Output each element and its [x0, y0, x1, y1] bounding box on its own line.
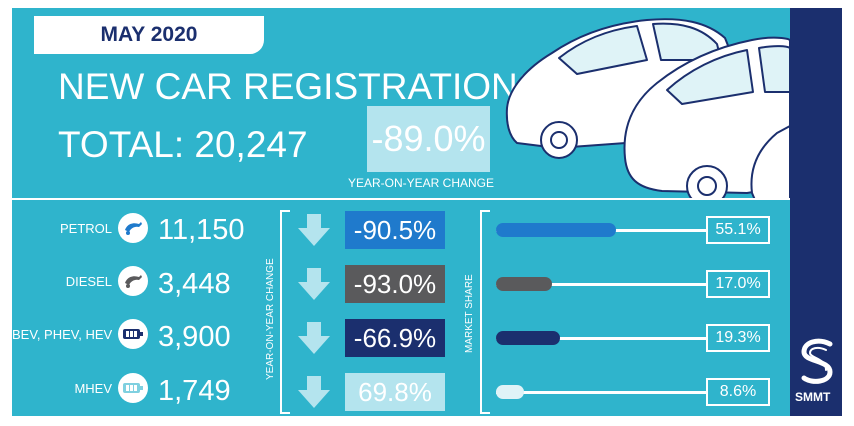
- down-arrow-icon: [298, 268, 330, 300]
- row-share-mhev: 8.6%: [706, 378, 770, 406]
- row-change-diesel: -93.0%: [345, 265, 445, 303]
- row-count-bev: 3,900: [158, 321, 231, 353]
- down-arrow-icon: [298, 322, 330, 354]
- share-bar-mhev: [496, 385, 524, 399]
- share-bar-petrol: [496, 223, 616, 237]
- change-bracket: [280, 210, 290, 414]
- share-track: [496, 337, 706, 340]
- smmt-logo-icon: [801, 338, 833, 384]
- row-count-petrol: 11,150: [158, 214, 245, 246]
- row-label-mhev: MHEV: [74, 381, 112, 396]
- row-share-petrol: 55.1%: [706, 216, 770, 244]
- total-registrations: TOTAL: 20,247: [58, 124, 308, 165]
- car-front: [750, 125, 790, 200]
- date-tab: MAY 2020: [34, 16, 264, 54]
- share-bar-diesel: [496, 277, 552, 291]
- divider: [12, 198, 790, 200]
- row-label-petrol: PETROL: [59, 221, 112, 236]
- row-count-mhev: 1,749: [158, 375, 231, 407]
- share-bracket: [480, 210, 490, 414]
- fuel-pump-icon: [118, 266, 148, 296]
- total-change-badge: -89.0%: [367, 106, 490, 172]
- fuel-pump-icon: [118, 213, 148, 243]
- row-label-diesel: DIESEL: [65, 274, 112, 289]
- share-track: [496, 283, 706, 286]
- page-title: NEW CAR REGISTRATIONS: [58, 66, 543, 107]
- total-change-label: YEAR-ON-YEAR CHANGE: [348, 176, 495, 190]
- row-share-bev: 19.3%: [706, 324, 770, 352]
- infographic-panel: MAY 2020 NEW CAR REGISTRATIONS TOTAL: 20…: [12, 8, 842, 416]
- row-change-mhev: 69.8%: [345, 373, 445, 411]
- down-arrow-icon: [298, 376, 330, 408]
- battery-icon: [118, 319, 148, 349]
- down-arrow-icon: [298, 214, 330, 246]
- brand-name: SMMT: [795, 390, 831, 404]
- change-axis-label: YEAR-ON-YEAR CHANGE: [265, 258, 276, 380]
- row-share-diesel: 17.0%: [706, 270, 770, 298]
- share-track: [496, 391, 706, 394]
- row-label-bev: BEV, PHEV, HEV: [12, 327, 113, 342]
- share-bar-bev: [496, 331, 560, 345]
- share-axis-label: MARKET SHARE: [464, 274, 475, 353]
- row-count-diesel: 3,448: [158, 268, 231, 300]
- row-change-bev: -66.9%: [345, 319, 445, 357]
- cars-illustration: [505, 18, 790, 200]
- row-change-petrol: -90.5%: [345, 211, 445, 249]
- battery-icon: [118, 373, 148, 403]
